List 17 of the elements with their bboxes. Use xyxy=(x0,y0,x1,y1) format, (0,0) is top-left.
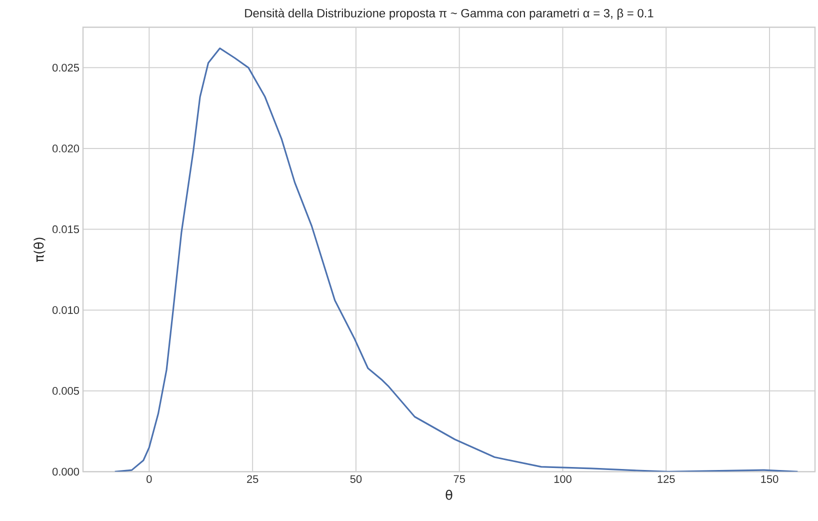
x-tick-label: 0 xyxy=(146,475,152,483)
y-tick-label: 0.015 xyxy=(52,225,80,234)
x-tick-label: 75 xyxy=(454,475,465,483)
y-tick-label: 0.000 xyxy=(52,468,80,476)
line-series xyxy=(114,47,798,472)
y-tick-label: 0.025 xyxy=(52,64,80,72)
y-tick-label: 0.020 xyxy=(52,144,80,152)
x-tick-label: 100 xyxy=(554,475,572,483)
x-axis-title: θ xyxy=(446,490,452,500)
x-tick-label: 125 xyxy=(658,475,675,483)
x-tick-label: 50 xyxy=(350,475,362,483)
y-axis-title: π(θ) xyxy=(34,238,46,262)
y-tick-label: 0.005 xyxy=(52,387,80,395)
x-tick-label: 150 xyxy=(761,475,778,483)
chart-title: Densità della Distribuzione proposta π ~ Gamma con parametri α = 3, β = 0.1 xyxy=(245,8,654,20)
x-tick-label: 25 xyxy=(247,475,258,483)
y-tick-label: 0.010 xyxy=(52,306,80,314)
